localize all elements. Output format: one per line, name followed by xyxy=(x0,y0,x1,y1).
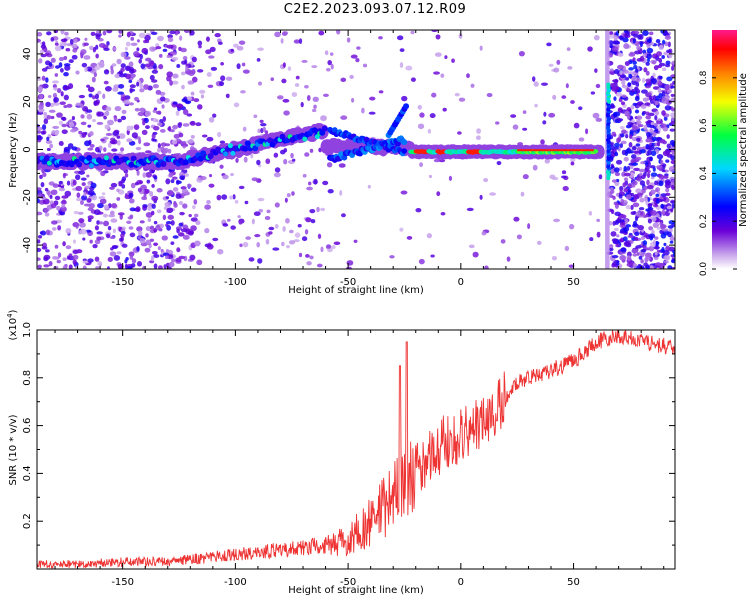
snr-y-tick-label: 0.6 xyxy=(22,418,33,434)
colorbar-label: Normalized spectral amplitude xyxy=(738,73,749,227)
spectrogram-y-label: Frequency (Hz) xyxy=(8,112,19,188)
spectrogram-y-tick-label: 40 xyxy=(22,48,33,61)
snr-y-tick-label: 0.4 xyxy=(22,465,33,481)
spectrogram-content xyxy=(37,30,675,269)
snr-x-label: Height of straight line (km) xyxy=(288,585,424,596)
spectrogram-y-tick-label: -20 xyxy=(22,189,33,205)
spectrogram-y-tick-label: -40 xyxy=(22,237,33,253)
page-title: C2E2.2023.093.07.12.R09 xyxy=(283,2,467,17)
snr-y-label: SNR (10 * v/v) xyxy=(8,414,19,485)
colorbar-gradient xyxy=(712,30,737,269)
colorbar-tick-label: 0.4 xyxy=(699,166,709,181)
colorbar-tick-label: 0.6 xyxy=(699,118,709,133)
spectrogram-x-label: Height of straight line (km) xyxy=(288,285,424,296)
colorbar: 0.0 0.2 0.4 0.6 0.8 Normalized spectral ampl… xyxy=(699,30,749,276)
snr-panel: -150 -100 -50 0 50 0.2 0.4 0.6 0.8 1.0 Height of… xyxy=(6,309,676,596)
snr-y-scale-label: (x104) xyxy=(6,309,19,340)
snr-x-tick-label: -50 xyxy=(340,577,356,588)
colorbar-tick-label: 0.2 xyxy=(699,214,709,228)
spectrogram-y-tick-label: 0 xyxy=(22,146,33,152)
spectrogram-y-ticks: -40 -20 0 20 40 xyxy=(22,29,675,270)
colorbar-tick-label: 0.8 xyxy=(699,70,709,85)
spectrogram-x-tick-label: -100 xyxy=(224,277,247,288)
spectrogram-y-tick-label: 20 xyxy=(22,95,33,108)
snr-y-tick-label: 1.0 xyxy=(22,322,33,338)
colorbar-tick-label: 0.0 xyxy=(699,262,709,277)
snr-y-tick-label: 0.2 xyxy=(22,513,33,529)
spectrogram-x-tick-label: -50 xyxy=(340,277,356,288)
snr-x-tick-label: 0 xyxy=(458,577,464,588)
spectrogram-x-ticks: -150 -100 -50 0 50 xyxy=(54,30,665,288)
spectrogram-panel: -150 -100 -50 0 50 -40 -20 0 20 40 Height of str… xyxy=(8,29,676,296)
snr-content xyxy=(37,330,675,569)
snr-y-ticks: 0.2 0.4 0.6 0.8 1.0 xyxy=(22,322,675,546)
spectrogram-trace xyxy=(37,82,612,181)
colorbar-ticks: 0.0 0.2 0.4 0.6 0.8 xyxy=(699,70,737,276)
snr-x-tick-label: 50 xyxy=(567,577,580,588)
spectrogram-noise xyxy=(37,30,675,269)
snr-x-tick-label: -100 xyxy=(224,577,247,588)
spectrogram-x-tick-label: 0 xyxy=(458,277,464,288)
snr-x-ticks: -150 -100 -50 0 50 xyxy=(54,330,665,588)
snr-y-tick-label: 0.8 xyxy=(22,370,33,386)
snr-series-line xyxy=(37,330,675,569)
snr-x-tick-label: -150 xyxy=(111,577,134,588)
spectrogram-x-tick-label: -150 xyxy=(111,277,134,288)
spectrogram-x-tick-label: 50 xyxy=(567,277,580,288)
